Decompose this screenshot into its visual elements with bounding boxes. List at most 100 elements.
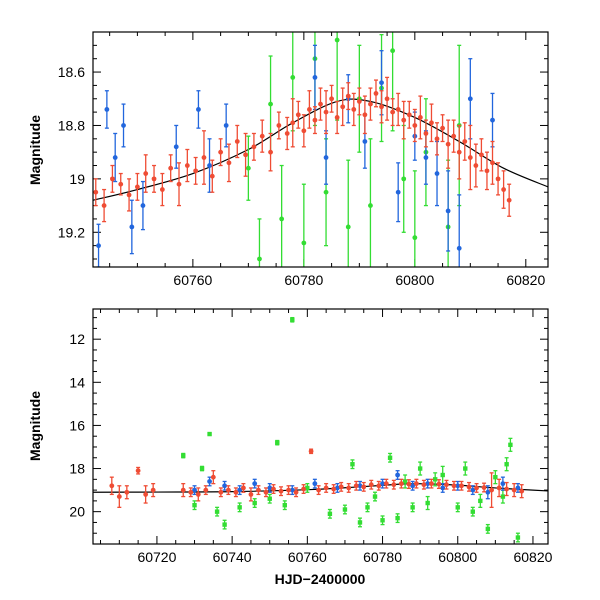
bottom-y-ticks: 12 14 16 18 20 bbox=[69, 317, 548, 545]
top-green-point bbox=[412, 170, 418, 267]
top-red-point bbox=[226, 143, 232, 183]
top-red-point bbox=[329, 84, 334, 113]
bot-blue-point bbox=[410, 480, 416, 491]
bot-red-point bbox=[188, 487, 194, 498]
top-green-point bbox=[301, 183, 307, 267]
bot-green-point bbox=[222, 519, 227, 530]
bot-red-point bbox=[413, 478, 419, 489]
bot-y-tick-label: 14 bbox=[69, 374, 85, 390]
bot-green-point bbox=[305, 482, 310, 493]
top-panel: 60760 60780 60800 60820 18.6 18.8 19 19.2 Magn… bbox=[27, 31, 549, 288]
bot-blue-point bbox=[289, 485, 295, 496]
bot-x-tick-label: 60780 bbox=[363, 549, 402, 565]
bot-green-point bbox=[455, 502, 460, 513]
top-red-point bbox=[412, 108, 418, 143]
top-y-ticks: 18.6 18.8 19 19.2 bbox=[58, 31, 548, 260]
top-plot-area bbox=[93, 32, 548, 267]
bot-green-point bbox=[275, 439, 280, 446]
top-blue-point bbox=[104, 90, 110, 129]
top-red-point bbox=[168, 154, 174, 183]
bot-red-point bbox=[241, 482, 246, 493]
bot-red-point bbox=[496, 478, 502, 498]
top-red-point bbox=[417, 95, 423, 140]
bot-green-point bbox=[470, 506, 475, 517]
top-blue-point bbox=[323, 130, 329, 185]
bot-blue-point bbox=[222, 480, 228, 491]
top-red-point bbox=[284, 116, 290, 151]
bot-green-point bbox=[181, 452, 186, 459]
top-blue-point bbox=[456, 194, 462, 267]
bot-green-point bbox=[237, 502, 242, 513]
top-blue-point bbox=[140, 180, 146, 231]
bot-blue-point bbox=[380, 478, 385, 489]
top-red-point bbox=[362, 95, 368, 135]
bot-blue-point bbox=[335, 482, 340, 493]
bot-green-point bbox=[350, 459, 355, 470]
bot-red-point bbox=[278, 486, 284, 497]
top-red-point bbox=[445, 119, 451, 169]
top-blue-point bbox=[490, 92, 495, 148]
bot-red-point bbox=[323, 482, 329, 493]
top-blue-point bbox=[223, 103, 229, 148]
top-red-point bbox=[451, 119, 457, 153]
top-red-point bbox=[506, 183, 512, 217]
top-red-point bbox=[401, 100, 407, 140]
top-y-axis-title: Magnitude bbox=[27, 115, 43, 185]
top-red-point bbox=[201, 130, 207, 185]
top-red-point bbox=[467, 124, 473, 191]
bot-x-tick-label: 60720 bbox=[137, 549, 176, 565]
bot-blue-point bbox=[267, 482, 273, 493]
top-red-point bbox=[440, 114, 445, 143]
top-red-point bbox=[301, 114, 307, 148]
bot-red-point bbox=[180, 482, 186, 498]
bot-x-tick-label: 60740 bbox=[213, 549, 252, 565]
bottom-data-points bbox=[109, 316, 525, 543]
top-red-point bbox=[356, 87, 362, 116]
bot-red-point bbox=[504, 481, 510, 497]
bot-red-point bbox=[361, 481, 367, 492]
bot-green-point bbox=[380, 515, 385, 526]
bot-green-point bbox=[192, 500, 197, 511]
top-x-tick-label: 60780 bbox=[284, 272, 323, 288]
bot-red-point bbox=[293, 487, 299, 498]
top-red-point bbox=[159, 172, 165, 207]
bot-red-point bbox=[218, 487, 224, 498]
bot-red-point bbox=[406, 479, 412, 490]
top-red-point bbox=[384, 76, 390, 121]
top-red-point bbox=[345, 82, 351, 111]
top-red-point bbox=[334, 100, 340, 135]
top-red-point bbox=[323, 90, 329, 135]
bot-red-point bbox=[444, 479, 449, 490]
top-x-tick-label: 60760 bbox=[173, 272, 212, 288]
bot-green-point bbox=[485, 523, 491, 534]
top-red-point bbox=[234, 124, 240, 159]
top-blue-point bbox=[129, 199, 135, 255]
bottom-x-ticks: 60720 60740 60760 60780 60800 60820 bbox=[100, 309, 553, 565]
bottom-y-axis-title: Magnitude bbox=[27, 391, 43, 461]
bot-green-point bbox=[508, 437, 513, 452]
bot-red-point bbox=[436, 479, 442, 490]
top-green-point bbox=[279, 164, 285, 267]
top-red-point bbox=[184, 148, 190, 183]
top-blue-point bbox=[196, 90, 201, 129]
top-blue-point bbox=[445, 170, 451, 252]
bot-red-point bbox=[195, 487, 201, 502]
top-data-points bbox=[93, 32, 512, 267]
top-x-tick-label: 60820 bbox=[506, 272, 545, 288]
top-red-point bbox=[368, 87, 373, 121]
top-green-point bbox=[368, 138, 373, 267]
bot-red-point bbox=[233, 487, 239, 498]
bot-red-point bbox=[301, 484, 306, 494]
bot-blue-point bbox=[192, 485, 197, 496]
bottom-panel: 60720 60740 60760 60780 60800 60820 12 14 16 18 2… bbox=[27, 308, 553, 587]
top-red-point bbox=[290, 98, 296, 148]
bot-red-point bbox=[135, 466, 141, 475]
bot-red-point bbox=[124, 485, 130, 500]
bot-blue-point bbox=[440, 482, 446, 493]
bot-red-point bbox=[248, 487, 254, 502]
bot-red-point bbox=[391, 479, 397, 490]
top-red-point bbox=[479, 138, 484, 172]
bot-blue-point bbox=[425, 478, 431, 489]
top-blue-point bbox=[173, 124, 179, 169]
bot-red-point bbox=[383, 478, 389, 489]
